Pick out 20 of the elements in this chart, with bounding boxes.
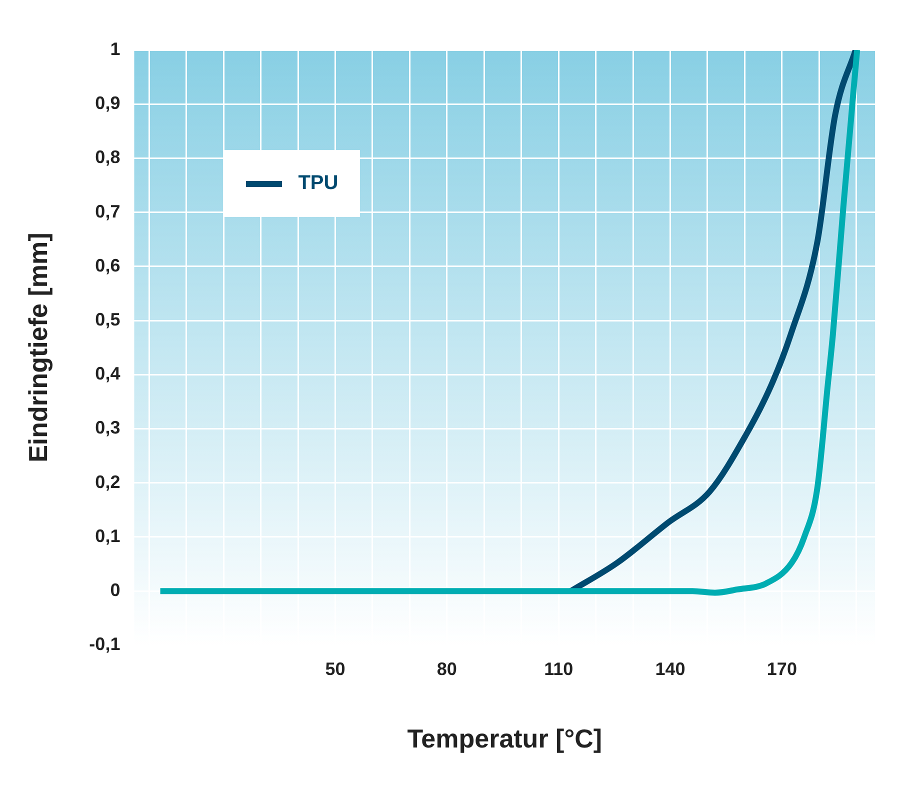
x-tick-label: 50 [325, 658, 346, 679]
y-axis-title: Eindringtiefe [mm] [22, 232, 53, 462]
legend-label: TPU [298, 172, 338, 195]
y-tick-label: 0,8 [95, 147, 120, 168]
y-tick-label: 0,6 [95, 255, 120, 276]
x-tick-label: 80 [436, 658, 457, 679]
y-tick-label: -0,1 [89, 634, 120, 654]
y-tick-label: 0,5 [95, 310, 120, 330]
y-tick-label: 0,9 [95, 93, 120, 114]
y-tick-label: 0,1 [95, 526, 120, 546]
x-tick-label: 170 [766, 658, 797, 679]
y-tick-label: 0,7 [95, 201, 120, 222]
y-tick-label: 0,2 [95, 472, 120, 492]
y-tick-label: 0,4 [95, 364, 120, 384]
x-axis-title: Temperatur [°C] [407, 724, 602, 754]
y-tick-label: 0 [110, 580, 120, 600]
x-tick-label: 110 [544, 658, 574, 679]
y-tick-label: 1 [110, 38, 120, 59]
y-tick-label: 0,3 [95, 418, 120, 438]
x-tick-label: 140 [655, 658, 686, 679]
